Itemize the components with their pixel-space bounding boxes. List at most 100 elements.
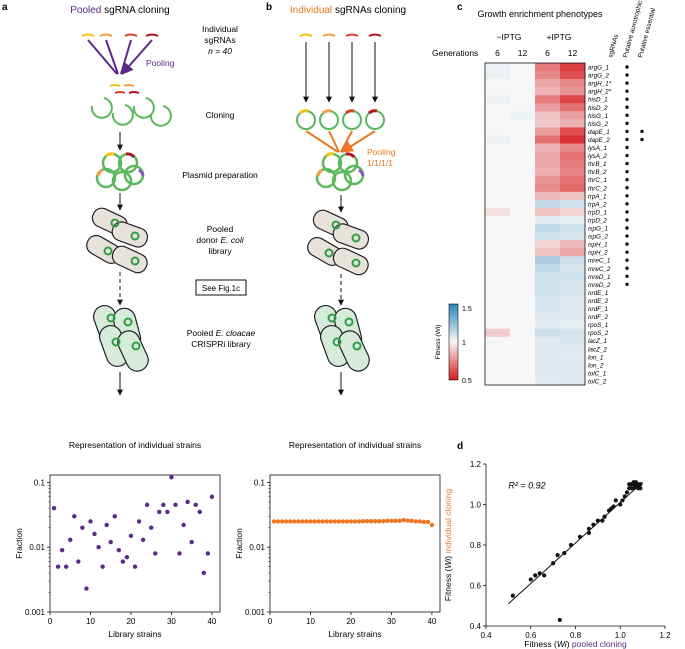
data-point: [344, 519, 350, 524]
data-point: [161, 502, 166, 508]
data-point: [429, 522, 435, 528]
data-point: [613, 498, 618, 503]
panel-d-letter: d: [457, 441, 463, 452]
heatmap-cell: [535, 304, 561, 313]
heatmap-cell: [560, 240, 586, 249]
heatmap-cell: [560, 232, 586, 241]
heatmap-cell: [485, 232, 511, 241]
donor-ecoli-cells-b: [307, 209, 370, 276]
data-point: [193, 502, 198, 508]
row-label: trpD_2: [588, 217, 607, 224]
auxotrophic-dot: [625, 129, 629, 134]
x-label-var: Wi: [557, 639, 568, 649]
x-tick-label: 10: [306, 617, 315, 626]
heatmap-cell: [510, 143, 536, 152]
data-point: [308, 519, 313, 524]
auxotrophic-dot: [625, 113, 629, 118]
heatmap-cell: [485, 352, 511, 362]
pooled-word: Pooled: [70, 5, 101, 16]
row-label: thrC_2: [588, 185, 607, 192]
heatmap-cell: [485, 79, 511, 88]
heatmap-cell: [535, 95, 561, 104]
y-tick-label: 0.4: [470, 622, 482, 631]
pooling-arrows: [87, 39, 153, 75]
heatmap-cell: [485, 336, 511, 346]
heatmap-cell: [535, 79, 561, 88]
heatmap-cell: [485, 320, 511, 329]
data-point: [144, 502, 150, 508]
individual-label: Individual: [202, 24, 238, 34]
data-point: [84, 586, 89, 591]
data-point: [397, 518, 402, 524]
auxotrophic-dot: [625, 194, 629, 198]
row-label: dapE_2: [588, 137, 610, 144]
chart-d-fitness-correlation: d 0.4 0.6 0.8 1.0 1.2 0.4 0.6 0.8 1.0 1.2 R² = 0.92…: [443, 441, 671, 649]
data-point: [591, 522, 596, 527]
row-label: mreD_2: [588, 282, 611, 289]
data-point: [421, 519, 427, 525]
heatmap-cell: [485, 224, 511, 233]
heatmap-cell: [560, 183, 586, 193]
row-label: trpA_1: [588, 193, 607, 200]
heatmap-cell: [560, 264, 586, 273]
x-tick-label: 10: [86, 617, 95, 626]
heatmap-cell: [560, 320, 586, 329]
y-axis-label: Fitness (Wi) individual cloning: [443, 489, 453, 602]
heatmap-cell: [510, 95, 536, 104]
data-point: [510, 593, 515, 598]
heatmap-cell: [510, 304, 536, 313]
data-point: [157, 509, 162, 515]
heatmap-cell: [560, 71, 586, 80]
data-point: [283, 519, 289, 524]
data-point: [275, 519, 281, 524]
step-plasmid: Plasmid preparation: [182, 170, 258, 180]
data-point: [425, 519, 431, 525]
auxotrophic-dot: [625, 266, 629, 270]
panel-a-title-rest: sgRNA cloning: [101, 5, 169, 16]
y-axis-label: Fraction: [234, 528, 244, 559]
heatmap-cell: [560, 312, 586, 321]
cloacae-line2: CRISPRi library: [191, 339, 251, 349]
heatmap-cell: [485, 280, 511, 289]
auxotrophic-dot: [625, 250, 629, 254]
row-label: thrC_1: [588, 177, 607, 184]
row-label: dapE_1: [588, 129, 610, 136]
y-label-prefix: Fitness (: [443, 568, 453, 601]
auxotrophic-dot: [625, 210, 629, 214]
y-label-colored: individual cloning: [443, 489, 453, 554]
heatmap-cell: [510, 207, 536, 217]
row-label: nrdF_1: [588, 306, 608, 313]
data-point: [173, 502, 178, 508]
auxotrophic-dot: [625, 153, 629, 158]
heatmap-cell: [510, 232, 536, 241]
data-point: [633, 480, 639, 485]
heatmap-cell: [485, 71, 511, 80]
data-point: [352, 519, 358, 524]
heatmap-cell: [535, 320, 561, 329]
heatmap-cell: [510, 256, 536, 265]
heatmap-cell: [485, 119, 511, 128]
auxotrophic-dot: [625, 137, 629, 142]
data-point: [360, 518, 366, 524]
heatmap-cell: [535, 199, 561, 209]
plasmid-inserts: [96, 152, 145, 177]
auxotrophic-dot: [625, 178, 629, 182]
heatmap-cell: [485, 344, 511, 354]
auxotrophic-dot: [625, 242, 629, 246]
chart-a-representation: Representation of individual strains 0.00…: [14, 440, 221, 639]
heatmap-cell: [560, 215, 586, 225]
auxotrophic-dot: [625, 81, 629, 85]
heatmap-cell: [535, 111, 561, 120]
step-cloning: Cloning: [206, 110, 235, 120]
panel-b-title: Individual sgRNAs cloning: [290, 5, 406, 16]
heatmap-cell: [510, 191, 536, 201]
heatmap-cell: [510, 151, 536, 160]
data-point: [417, 519, 422, 524]
heatmap-cell: [560, 63, 586, 72]
essential-dot: [640, 129, 644, 134]
essential-dot: [640, 137, 644, 142]
heatmap-cell: [560, 135, 586, 144]
x-tick-label: 40: [207, 617, 216, 626]
heatmap-cell: [510, 127, 536, 136]
